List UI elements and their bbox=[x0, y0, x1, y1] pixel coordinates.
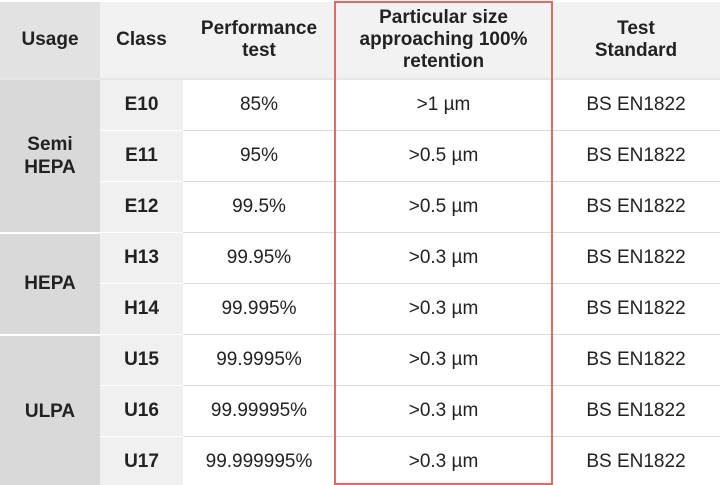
standard-cell: BS EN1822 bbox=[552, 385, 720, 437]
usage-cell: Semi HEPA bbox=[0, 79, 100, 234]
size-cell: >0.5 µm bbox=[335, 130, 552, 182]
performance-cell: 99.995% bbox=[183, 283, 335, 335]
size-cell: >0.3 µm bbox=[335, 283, 552, 335]
class-cell: E10 bbox=[100, 79, 183, 131]
class-cell: H14 bbox=[100, 283, 183, 335]
class-cell: H13 bbox=[100, 232, 183, 284]
table-row: H14 99.995% >0.3 µm BS EN1822 bbox=[0, 283, 720, 335]
performance-cell: 95% bbox=[183, 130, 335, 182]
class-cell: E11 bbox=[100, 130, 183, 182]
standard-cell: BS EN1822 bbox=[552, 436, 720, 485]
column-header: Usage bbox=[0, 2, 100, 80]
standard-cell: BS EN1822 bbox=[552, 232, 720, 284]
size-cell: >0.3 µm bbox=[335, 232, 552, 284]
performance-cell: 99.9995% bbox=[183, 334, 335, 386]
table-row: Semi HEPA E10 85% >1 µm BS EN1822 bbox=[0, 79, 720, 234]
column-header: Performance test bbox=[183, 2, 335, 80]
class-cell: E12 bbox=[100, 181, 183, 233]
standard-cell: BS EN1822 bbox=[552, 334, 720, 386]
standard-cell: BS EN1822 bbox=[552, 181, 720, 233]
table-body: Semi HEPA E10 85% >1 µm BS EN1822 E11 95% >0.5 … bbox=[0, 79, 720, 485]
standard-cell: BS EN1822 bbox=[552, 79, 720, 131]
table-row: E11 95% >0.5 µm BS EN1822 bbox=[0, 130, 720, 182]
column-header: Test Standard bbox=[552, 2, 720, 80]
standard-cell: BS EN1822 bbox=[552, 130, 720, 182]
size-cell: >0.3 µm bbox=[335, 385, 552, 437]
class-cell: U16 bbox=[100, 385, 183, 437]
performance-cell: 99.95% bbox=[183, 232, 335, 284]
usage-cell: HEPA bbox=[0, 232, 100, 336]
standard-cell: BS EN1822 bbox=[552, 283, 720, 335]
column-header: Particular size approaching 100% retenti… bbox=[335, 2, 552, 80]
table-row: ULPA U15 99.9995% >0.3 µm BS EN1822 bbox=[0, 334, 720, 485]
performance-cell: 99.99995% bbox=[183, 385, 335, 437]
performance-cell: 99.999995% bbox=[183, 436, 335, 485]
header-row: Usage Class Performance test Particular siz… bbox=[0, 2, 720, 80]
performance-cell: 99.5% bbox=[183, 181, 335, 233]
performance-cell: 85% bbox=[183, 79, 335, 131]
table-row: U17 99.999995% >0.3 µm BS EN1822 bbox=[0, 436, 720, 485]
column-header: Class bbox=[100, 2, 183, 80]
size-cell: >0.3 µm bbox=[335, 334, 552, 386]
usage-cell: ULPA bbox=[0, 334, 100, 485]
table-row: E12 99.5% >0.5 µm BS EN1822 bbox=[0, 181, 720, 233]
size-cell: >1 µm bbox=[335, 79, 552, 131]
class-cell: U15 bbox=[100, 334, 183, 386]
size-cell: >0.3 µm bbox=[335, 436, 552, 485]
table-row: U16 99.99995% >0.3 µm BS EN1822 bbox=[0, 385, 720, 437]
size-cell: >0.5 µm bbox=[335, 181, 552, 233]
class-cell: U17 bbox=[100, 436, 183, 485]
table-row: HEPA H13 99.95% >0.3 µm BS EN1822 bbox=[0, 232, 720, 336]
